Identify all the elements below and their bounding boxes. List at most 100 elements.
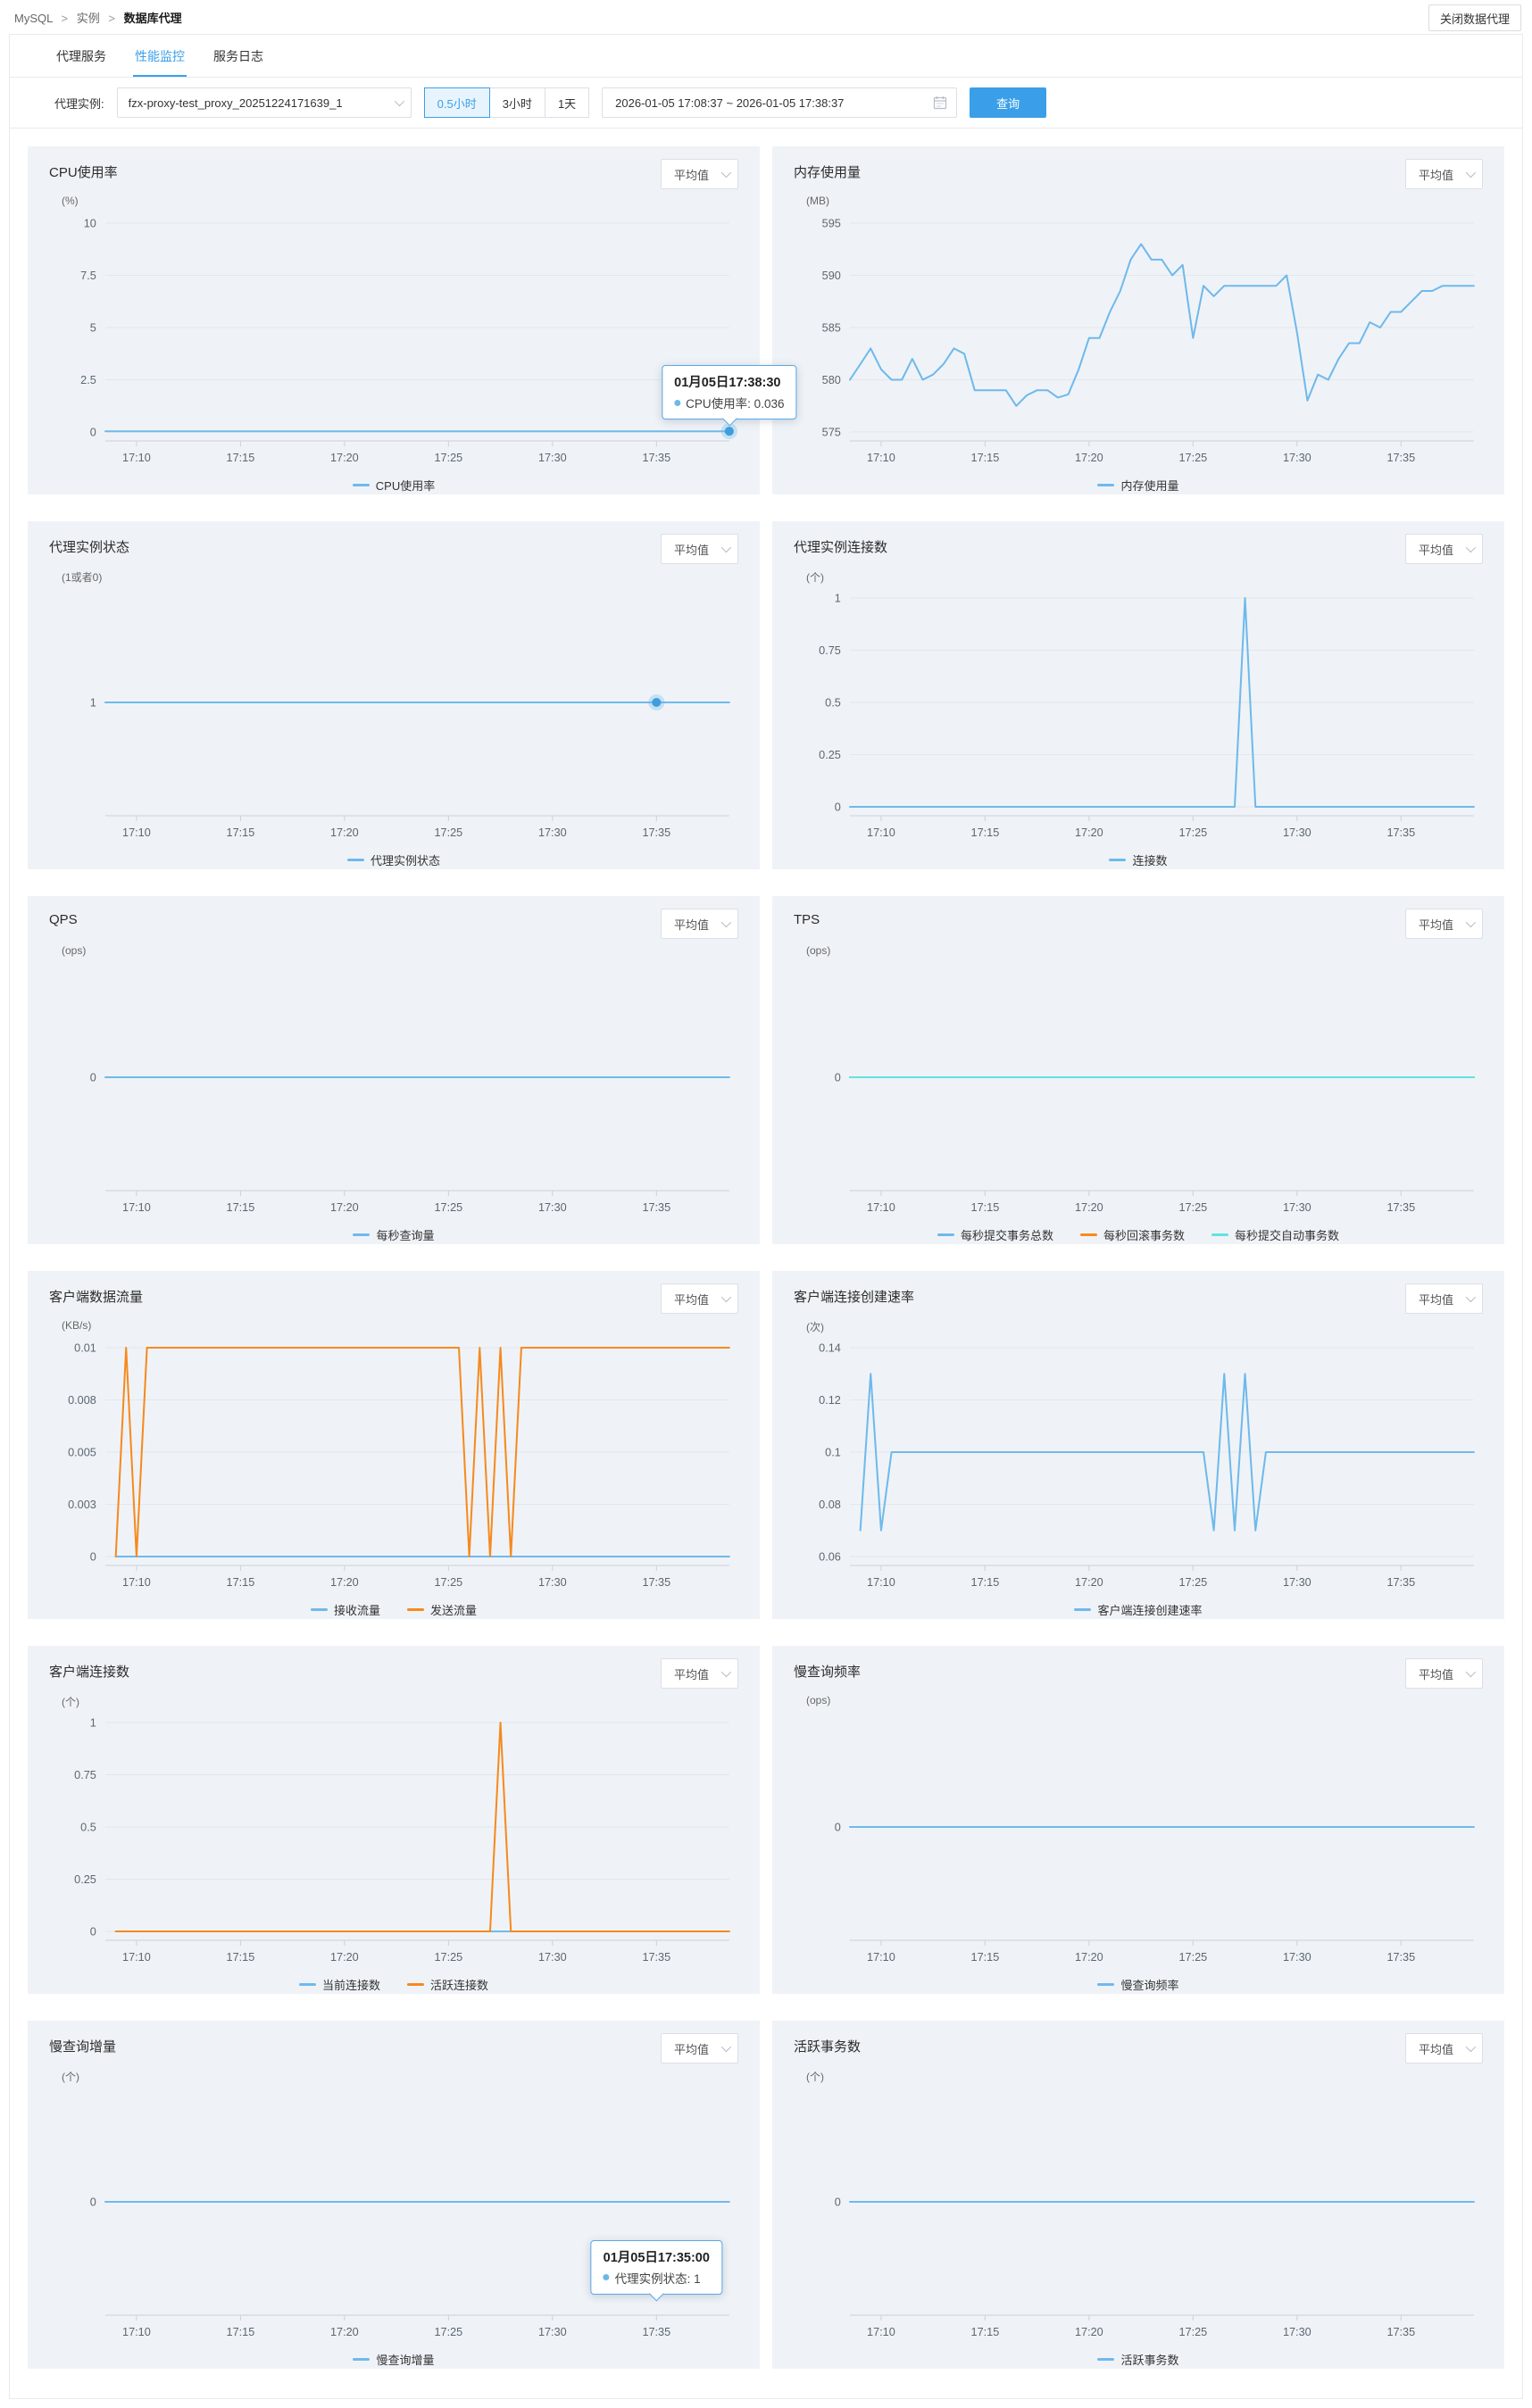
chart-header: QPS 平均值 <box>49 909 738 942</box>
legend-label: 慢查询增量 <box>376 2353 435 2367</box>
legend-swatch <box>310 1607 328 1611</box>
y-tick-label: 2.5 <box>80 374 96 386</box>
chart-legend: 慢查询增量 <box>49 2346 738 2372</box>
legend-item[interactable]: 接收流量 <box>310 1601 380 1618</box>
x-tick-label: 17:30 <box>1283 2326 1311 2338</box>
chevron-down-icon <box>720 2041 732 2053</box>
stat-type-select[interactable]: 平均值 <box>1404 1283 1483 1314</box>
y-tick-label: 1 <box>90 697 96 710</box>
chart-tooltip: 01月05日17:38:30 CPU使用率: 0.036 <box>662 365 797 420</box>
chart-plot-area[interactable]: 0 17:10 17:15 17:20 17:25 17:30 17:35 <box>794 1710 1483 1971</box>
proxy-instance-select[interactable]: fzx-proxy-test_proxy_20251224171639_1 <box>116 87 412 118</box>
stat-type-select[interactable]: 平均值 <box>660 2033 738 2063</box>
chart-unit: (KB/s) <box>62 1319 92 1332</box>
y-tick-label: 0.75 <box>74 1769 96 1781</box>
legend-item[interactable]: 每秒提交自动事务数 <box>1211 1226 1339 1243</box>
chart-card: 慢查询增量 平均值 (个) 0 17:10 17:15 17:20 17:25 17:30… <box>28 2021 760 2369</box>
breadcrumb-item-current: 数据库代理 <box>123 12 182 25</box>
legend-item[interactable]: CPU使用率 <box>352 477 435 494</box>
legend-item[interactable]: 内存使用量 <box>1097 477 1179 494</box>
query-button[interactable]: 查询 <box>970 87 1047 118</box>
legend-item[interactable]: 发送流量 <box>407 1601 477 1618</box>
chart-plot-area[interactable]: 1 17:10 17:15 17:20 17:25 17:30 17:35 <box>49 585 738 846</box>
y-tick-label: 10 <box>84 218 96 230</box>
chart-card: 代理实例状态 平均值 (1或者0) 1 17:10 17:15 17:20 17:25 1… <box>28 521 760 869</box>
chart-plot-area[interactable]: 1 0.75 0.5 0.25 0 17:10 17:15 17:20 17:25 17:30 17… <box>794 585 1483 846</box>
legend-item[interactable]: 连接数 <box>1109 851 1168 868</box>
chart-plot-area[interactable]: 0 17:10 17:15 17:20 17:25 17:30 17:35 <box>794 960 1483 1221</box>
tab-performance-monitor[interactable]: 性能监控 <box>133 35 187 77</box>
stat-type-select[interactable]: 平均值 <box>660 909 738 939</box>
stat-type-value: 平均值 <box>1418 1667 1453 1681</box>
legend-item[interactable]: 活跃连接数 <box>407 1976 488 1993</box>
hover-point-marker <box>724 427 734 436</box>
y-tick-label: 0.01 <box>74 1342 96 1355</box>
stat-type-select[interactable]: 平均值 <box>1404 1658 1483 1689</box>
stat-type-select[interactable]: 平均值 <box>1404 534 1483 564</box>
x-tick-label: 17:30 <box>1283 1201 1311 1214</box>
x-tick-label: 17:25 <box>434 826 462 839</box>
stat-type-value: 平均值 <box>1418 543 1453 557</box>
range-button-1-day[interactable]: 1天 <box>544 87 590 118</box>
x-tick-label: 17:35 <box>1386 826 1415 839</box>
stat-type-select[interactable]: 平均值 <box>1404 909 1483 939</box>
legend-item[interactable]: 每秒查询量 <box>353 1226 435 1243</box>
legend-swatch <box>407 1607 424 1611</box>
breadcrumb-separator: > <box>61 12 69 25</box>
stat-type-value: 平均值 <box>1418 1292 1453 1307</box>
chevron-down-icon <box>1465 1291 1477 1303</box>
tooltip-time: 01月05日17:35:00 <box>603 2250 710 2265</box>
tab-bar: 代理服务 性能监控 服务日志 <box>10 35 1522 78</box>
stat-type-select[interactable]: 平均值 <box>1404 159 1483 189</box>
legend-item[interactable]: 慢查询增量 <box>353 2351 435 2368</box>
chart-plot-area[interactable]: 595 590 585 580 575 17:10 17:15 17:20 17:25 17:30… <box>794 211 1483 471</box>
x-tick-label: 17:10 <box>122 452 151 464</box>
date-range-value: 2026-01-05 17:08:37 ~ 2026-01-05 17:38:3… <box>615 95 845 110</box>
stat-type-select[interactable]: 平均值 <box>660 534 738 564</box>
chart-card: 活跃事务数 平均值 (个) 0 17:10 17:15 17:20 17:25 17:30… <box>772 2021 1504 2369</box>
chart-plot-area[interactable]: 1 0.75 0.5 0.25 0 17:10 17:15 17:20 17:25 17:30 17… <box>49 1710 738 1971</box>
x-tick-label: 17:20 <box>1075 2326 1103 2338</box>
x-tick-label: 17:20 <box>1075 1951 1103 1964</box>
tab-service-log[interactable]: 服务日志 <box>213 49 263 63</box>
stat-type-select[interactable]: 平均值 <box>660 159 738 189</box>
stat-type-select[interactable]: 平均值 <box>1404 2033 1483 2063</box>
legend-item[interactable]: 代理实例状态 <box>346 851 440 868</box>
charts-grid: CPU使用率 平均值 (%) 10 7.5 5 2.5 0 17:10 17:15 17:20… <box>10 129 1522 2387</box>
stat-type-value: 平均值 <box>1418 918 1453 932</box>
chart-plot-area[interactable]: 0 17:10 17:15 17:20 17:25 17:30 17:35 01月05日17… <box>49 2085 738 2346</box>
chart-unit: (个) <box>62 2071 79 2083</box>
tab-proxy-service[interactable]: 代理服务 <box>56 49 106 63</box>
chevron-down-icon <box>1465 167 1477 179</box>
date-range-picker[interactable]: 2026-01-05 17:08:37 ~ 2026-01-05 17:38:3… <box>602 87 958 118</box>
legend-item[interactable]: 客户端连接创建速率 <box>1074 1601 1203 1618</box>
chart-plot-area[interactable]: 0.01 0.008 0.005 0.003 0 17:10 17:15 17:20 17:25… <box>49 1335 738 1596</box>
stat-type-select[interactable]: 平均值 <box>660 1283 738 1314</box>
chart-plot-area[interactable]: 10 7.5 5 2.5 0 17:10 17:15 17:20 17:25 17:30 17:35… <box>49 211 797 471</box>
chart-title: 内存使用量 <box>794 165 862 180</box>
legend-item[interactable]: 慢查询频率 <box>1097 1976 1179 1993</box>
chart-plot-area[interactable]: 0 17:10 17:15 17:20 17:25 17:30 17:35 <box>794 2085 1483 2346</box>
chart-card: 客户端连接创建速率 平均值 (次) 0.14 0.12 0.1 0.08 0.06 17:… <box>772 1271 1504 1619</box>
close-data-proxy-button[interactable]: 关闭数据代理 <box>1428 4 1521 31</box>
legend-item[interactable]: 当前连接数 <box>298 1976 380 1993</box>
breadcrumb-item-instance[interactable]: 实例 <box>76 12 100 25</box>
chart-plot-area[interactable]: 0.14 0.12 0.1 0.08 0.06 17:10 17:15 17:20 17:25 1… <box>794 1335 1483 1596</box>
y-tick-label: 0.12 <box>819 1394 841 1407</box>
range-button-3-hours[interactable]: 3小时 <box>488 87 545 118</box>
stat-type-select[interactable]: 平均值 <box>660 1658 738 1689</box>
legend-item[interactable]: 活跃事务数 <box>1097 2351 1179 2368</box>
chevron-down-icon <box>1465 917 1477 928</box>
x-tick-label: 17:25 <box>434 452 462 464</box>
breadcrumb-item-mysql[interactable]: MySQL <box>14 12 53 25</box>
chart-plot-area[interactable]: 0 17:10 17:15 17:20 17:25 17:30 17:35 <box>49 960 738 1221</box>
range-button-half-hour[interactable]: 0.5小时 <box>423 87 490 118</box>
legend-item[interactable]: 每秒提交事务总数 <box>937 1226 1053 1243</box>
x-tick-label: 17:30 <box>1283 1951 1311 1964</box>
chart-title: 客户端连接数 <box>49 1665 130 1680</box>
legend-label: 每秒提交事务总数 <box>960 1228 1053 1242</box>
y-tick-label: 7.5 <box>80 270 96 282</box>
y-tick-label: 0.25 <box>819 749 841 761</box>
legend-item[interactable]: 每秒回滚事务数 <box>1079 1226 1185 1243</box>
chart-canvas: 0 17:10 17:15 17:20 17:25 17:30 17:35 <box>835 2196 1475 2338</box>
